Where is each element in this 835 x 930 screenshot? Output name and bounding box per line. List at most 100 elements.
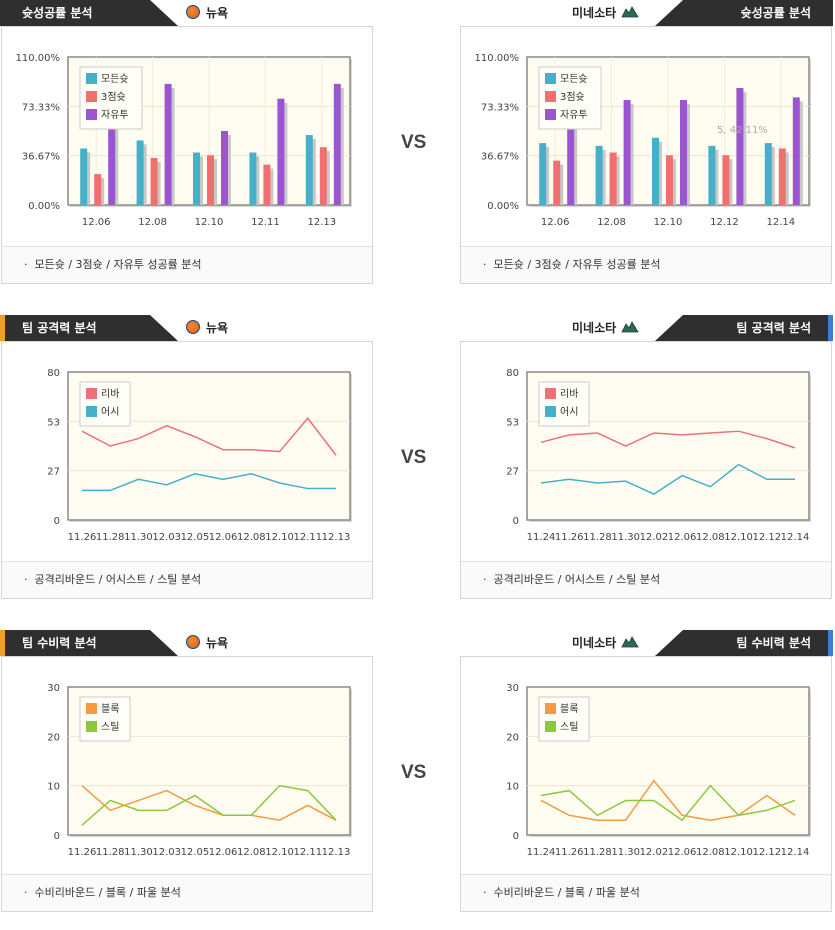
y-tick-label: 110.00%: [475, 53, 520, 64]
y-tick-label: 36.67%: [481, 152, 519, 163]
x-tick-label: 12.02: [640, 532, 669, 543]
legend-label: 모든슛: [101, 73, 129, 85]
bar: [333, 83, 341, 205]
y-tick-label: 30: [506, 683, 519, 694]
y-tick-label: 20: [47, 732, 60, 743]
x-tick-label: 11.24: [527, 847, 556, 858]
chart-panel-right: 110.00% 73.33% 36.67% 0.00% 12.06 12.08 12.10 1…: [460, 26, 832, 284]
bar: [792, 97, 800, 205]
bar: [623, 100, 631, 205]
legend-label: 스틸: [101, 720, 119, 733]
y-tick-label: 53: [506, 417, 519, 428]
x-tick-label: 12.13: [322, 532, 351, 543]
section-offense: 팀 공격력 분석 뉴욕 미네소타 팀 공격력 분석 80 53 27 0 11.26 11…: [0, 315, 835, 615]
accent-bar-left: [0, 0, 5, 26]
x-tick-label: 12.13: [307, 217, 336, 228]
bar: [221, 131, 228, 205]
x-tick-label: 11.30: [124, 847, 153, 858]
legend-label: 3점슛: [560, 91, 585, 103]
bar: [207, 155, 214, 205]
y-tick-label: 110.00%: [16, 53, 61, 64]
y-tick-label: 0.00%: [487, 201, 519, 212]
footer-text: 모든슛 / 3점슛 / 자유투 성공률 분석: [34, 258, 202, 271]
bar: [595, 145, 603, 205]
chart-panel-right: 80 53 27 0 11.24 11.26 11.28 11.30 12.02 12.06 12.…: [460, 341, 832, 599]
x-tick-label: 12.05: [181, 532, 210, 543]
x-tick-label: 12.10: [724, 847, 753, 858]
team-right-name: 미네소타: [572, 321, 617, 335]
y-tick-label: 0: [54, 831, 60, 842]
bar: [277, 98, 285, 205]
bar: [567, 124, 575, 205]
team-right-name: 미네소타: [572, 636, 617, 650]
footer-text: 공격리바운드 / 어시스트 / 스틸 분석: [493, 573, 661, 586]
series-line: [81, 784, 337, 826]
bar: [609, 152, 617, 205]
team-right-label: 미네소타: [572, 315, 639, 341]
bar: [778, 148, 786, 205]
x-tick-label: 12.11: [251, 217, 280, 228]
x-tick-label: 11.28: [583, 847, 612, 858]
y-tick-label: 0: [54, 516, 60, 527]
bar: [680, 100, 687, 205]
legend-label: 블록: [101, 703, 119, 715]
legend-swatch: [545, 721, 556, 732]
y-tick-label: 0: [513, 831, 519, 842]
bar: [164, 83, 172, 205]
x-tick-label: 12.08: [696, 532, 725, 543]
x-tick-label: 11.26: [555, 532, 584, 543]
section-title-right: 팀 공격력 분석: [655, 315, 833, 341]
x-tick-label: 12.10: [265, 532, 294, 543]
x-tick-label: 12.11: [293, 847, 322, 858]
legend-label: 리바: [101, 388, 119, 400]
x-tick-label: 12.08: [597, 217, 626, 228]
chart-footer: · 모든슛 / 3점슛 / 자유투 성공률 분석: [2, 246, 372, 283]
legend-swatch: [545, 703, 556, 714]
section-title-right: 슛성공률 분석: [655, 0, 833, 26]
bar: [319, 147, 327, 205]
chart-panel-left: 110.00% 73.33% 36.67% 0.00% 12.06 12.08 12.10 1…: [1, 26, 373, 284]
vs-label: VS: [401, 447, 427, 468]
legend-swatch: [86, 721, 97, 732]
chart-footer: · 공격리바운드 / 어시스트 / 스틸 분석: [461, 561, 831, 598]
bar: [666, 155, 673, 205]
chart-footer: · 수비리바운드 / 블록 / 파울 분석: [461, 874, 831, 911]
chart-footer: · 공격리바운드 / 어시스트 / 스틸 분석: [2, 561, 372, 598]
team-right-label: 미네소타: [572, 0, 639, 26]
x-tick-label: 11.30: [611, 532, 640, 543]
legend-label: 스틸: [560, 720, 578, 733]
bar: [94, 174, 102, 205]
bar: [708, 145, 716, 205]
series-line: [540, 779, 796, 821]
x-tick-label: 12.02: [640, 847, 669, 858]
x-tick-label: 12.08: [696, 847, 725, 858]
timberwolves-logo-icon: [621, 6, 639, 18]
y-tick-label: 0: [513, 516, 519, 527]
x-tick-label: 12.10: [654, 217, 683, 228]
x-tick-label: 12.11: [293, 532, 322, 543]
bar: [305, 135, 313, 205]
bar: [136, 140, 144, 205]
x-tick-label: 12.03: [152, 847, 181, 858]
team-left-name: 뉴욕: [206, 636, 229, 650]
x-tick-label: 12.14: [766, 217, 795, 228]
legend-swatch: [545, 406, 556, 417]
x-tick-label: 12.08: [237, 532, 266, 543]
x-tick-label: 12.05: [181, 847, 210, 858]
legend-swatch: [86, 109, 97, 120]
y-tick-label: 73.33%: [481, 102, 519, 113]
bar: [249, 152, 257, 205]
section-title-left: 팀 공격력 분석: [0, 315, 178, 341]
x-tick-label: 12.13: [322, 847, 351, 858]
series-line: [81, 417, 337, 456]
accent-bar-left: [0, 315, 5, 341]
chart-panel-right: 30 20 10 0 11.24 11.26 11.28 11.30 12.02 12.06 12.…: [460, 656, 832, 912]
bar: [539, 143, 547, 205]
x-tick-label: 11.26: [68, 847, 97, 858]
legend-label: 모든슛: [560, 73, 588, 85]
legend-label: 자유투: [101, 109, 129, 121]
footer-text: 모든슛 / 3점슛 / 자유투 성공률 분석: [493, 258, 661, 271]
